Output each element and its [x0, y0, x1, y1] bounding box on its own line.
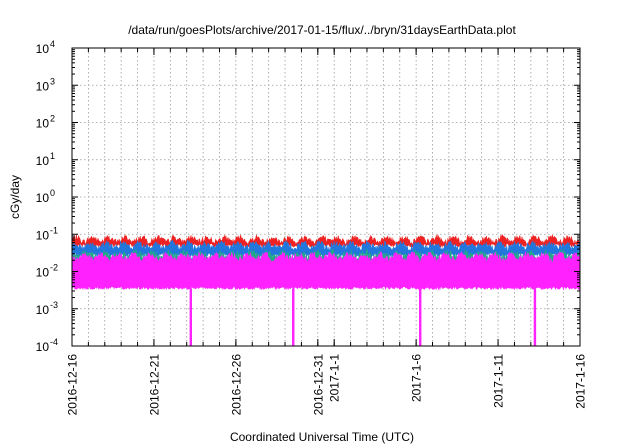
x-tick-label: 2016-12-26: [229, 354, 243, 416]
x-tick-label: 2017-1-16: [574, 354, 588, 409]
dropout-spike: [292, 288, 295, 346]
data-layer: [71, 234, 581, 346]
dropout-spike: [533, 288, 537, 346]
x-tick-label: 2016-12-21: [147, 354, 161, 416]
y-tick-label: 10: [36, 154, 50, 168]
x-tick-label: 2016-12-31: [311, 354, 325, 416]
x-tick-label: 2017-1-11: [492, 354, 506, 408]
x-axis: 2016-12-16 2016-12-21 2016-12-26 2016-12-31…: [66, 48, 588, 415]
y-tick-label: 10: [36, 340, 50, 354]
y-tick-exponent: 0: [50, 188, 55, 198]
y-tick-exponent: 3: [50, 76, 55, 86]
y-tick-label: 10: [36, 191, 50, 205]
y-tick-exponent: 4: [50, 39, 55, 49]
y-axis-label: cGy/day: [8, 175, 22, 219]
y-tick-label: 10: [36, 79, 50, 93]
dropout-spike: [419, 288, 422, 346]
y-tick-label: 10: [36, 42, 50, 56]
y-tick-label: 10: [36, 228, 50, 242]
y-tick-exponent: 1: [50, 151, 55, 161]
chart-title: /data/run/goesPlots/archive/2017-01-15/f…: [128, 23, 516, 37]
y-tick-exponent: -3: [50, 300, 58, 310]
x-tick-label: 2016-12-16: [66, 354, 80, 416]
y-tick-label: 10: [36, 117, 50, 131]
x-axis-label: Coordinated Universal Time (UTC): [230, 430, 414, 444]
y-tick-label: 10: [36, 266, 50, 280]
dropout-spike: [189, 288, 193, 346]
y-tick-exponent: -4: [50, 337, 58, 347]
y-tick-label: 10: [36, 303, 50, 317]
y-tick-exponent: 2: [50, 114, 55, 124]
x-tick-label: 2017-1-1: [328, 354, 342, 402]
x-tick-label: 2017-1-6: [410, 354, 424, 402]
grid: [72, 48, 580, 346]
y-tick-exponent: -2: [50, 263, 58, 273]
y-tick-exponent: -1: [50, 225, 58, 235]
